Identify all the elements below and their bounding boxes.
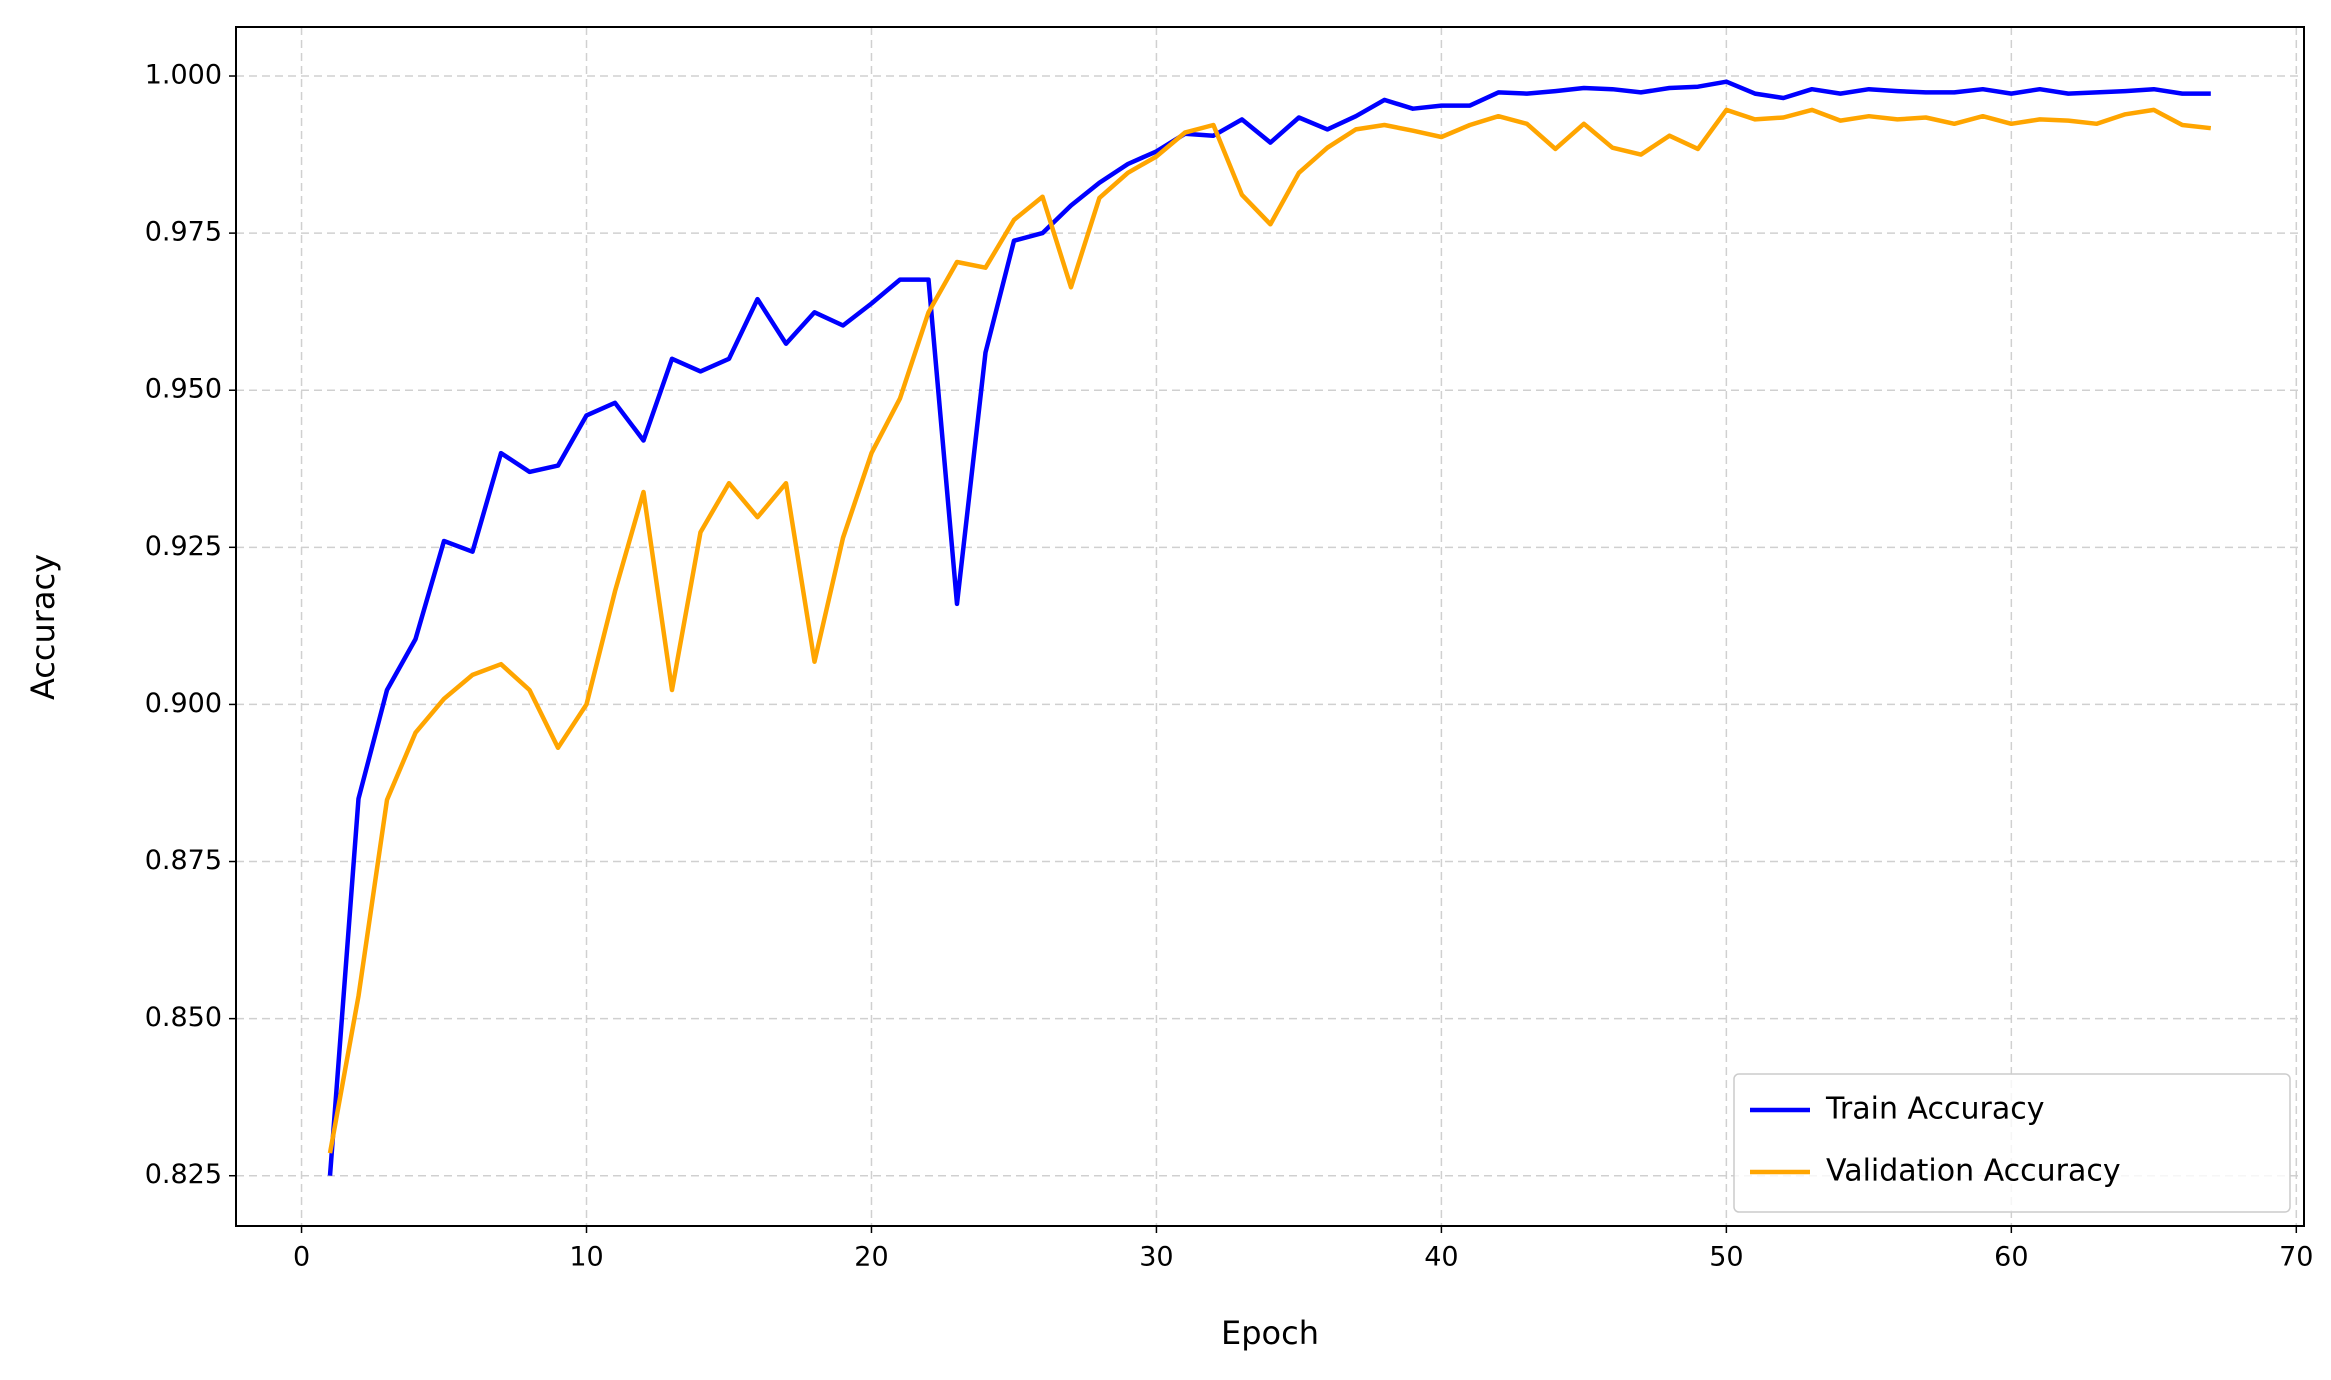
x-tick-label: 30 <box>1139 1242 1173 1273</box>
x-tick-label: 70 <box>2279 1242 2313 1273</box>
y-tick-label: 0.825 <box>145 1159 222 1190</box>
legend-label: Train Accuracy <box>1825 1092 2044 1127</box>
legend-box <box>1733 1073 2291 1213</box>
x-tick-label: 60 <box>1994 1242 2028 1273</box>
x-axis-label: Epoch <box>1221 1314 1319 1352</box>
y-tick-label: 0.850 <box>145 1002 222 1033</box>
y-axis-label: Accuracy <box>24 554 62 700</box>
line-series <box>327 79 2211 1176</box>
y-tick-label: 0.875 <box>145 845 222 876</box>
plot-frame <box>235 26 2305 1227</box>
x-tick-label: 40 <box>1424 1242 1458 1273</box>
x-tick-label: 50 <box>1709 1242 1743 1273</box>
x-tick-label: 0 <box>293 1242 310 1273</box>
legend: Train Accuracy Validation Accuracy <box>1733 1073 2291 1213</box>
legend-label: Validation Accuracy <box>1826 1154 2121 1189</box>
x-tick-label: 20 <box>854 1242 888 1273</box>
y-tick-label: 1.000 <box>145 60 222 91</box>
x-tick-label: 10 <box>569 1242 603 1273</box>
line-series <box>327 107 2212 1154</box>
y-tick-label: 0.900 <box>145 688 222 719</box>
y-tick-label: 0.950 <box>145 374 222 405</box>
y-tick-label: 0.925 <box>145 531 222 562</box>
y-tick-label: 0.975 <box>145 217 222 248</box>
